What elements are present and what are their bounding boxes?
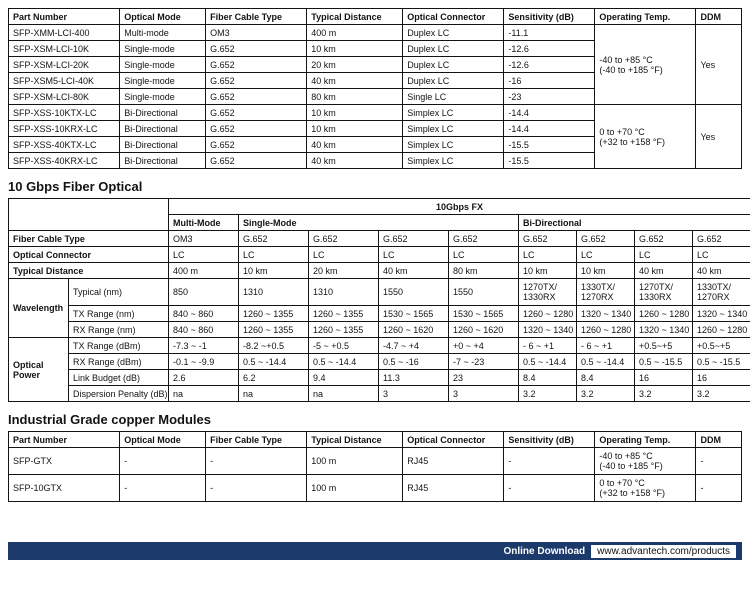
- temp-cell: 0 to +70 °C (+32 to +158 °F): [595, 105, 696, 169]
- wl-typ-row: Wavelength Typical (nm) 8501310131015501…: [9, 279, 750, 306]
- footer-label: Online Download: [503, 546, 585, 557]
- col-part: Part Number: [9, 9, 120, 25]
- sfp-table: Part Number Optical Mode Fiber Cable Typ…: [8, 8, 742, 169]
- op-rx-row: RX Range (dBm) -0.1 ~ -9.90.5 ~ -14.40.5…: [9, 354, 750, 370]
- op-tx-row: Optical Power TX Range (dBm) -7.3 ~ -1-8…: [9, 338, 750, 354]
- footer-url: www.advantech.com/products: [591, 545, 736, 558]
- col-temp: Operating Temp.: [595, 9, 696, 25]
- wl-tx-row: TX Range (nm) 840 ~ 8601260 ~ 13551260 ~…: [9, 306, 750, 322]
- wl-rx-row: RX Range (nm) 840 ~ 8601260 ~ 13551260 ~…: [9, 322, 750, 338]
- table-row: SFP-10GTX--100 mRJ45-0 to +70 °C (+32 to…: [9, 475, 742, 502]
- conn-row: Optical Connector LCLCLCLCLCLCLCLCLC: [9, 247, 750, 263]
- table-row: SFP-GTX--100 mRJ45--40 to +85 °C (-40 to…: [9, 448, 742, 475]
- table-row: SFP-XSS-10KTX-LCBi-DirectionalG.65210 km…: [9, 105, 742, 121]
- wavelength-label: Wavelength: [9, 279, 69, 338]
- fiber-row: Fiber Cable Type OM3G.652G.652G.652G.652…: [9, 231, 750, 247]
- col-dist: Typical Distance: [307, 9, 403, 25]
- dist-row: Typical Distance 400 m10 km20 km40 km80 …: [9, 263, 750, 279]
- optical-power-label: Optical Power: [9, 338, 69, 402]
- ddm-cell: Yes: [696, 105, 742, 169]
- col-fiber: Fiber Cable Type: [206, 9, 307, 25]
- col-ddm: DDM: [696, 9, 742, 25]
- mode-bidir: Bi-Directional: [519, 215, 750, 231]
- top-header: 10Gbps FX: [169, 199, 750, 215]
- footer-bar: Online Download www.advantech.com/produc…: [8, 542, 742, 560]
- col-conn: Optical Connector: [403, 9, 504, 25]
- temp-cell: -40 to +85 °C (-40 to +185 °F): [595, 25, 696, 105]
- mode-single: Single-Mode: [239, 215, 519, 231]
- section-copper-title: Industrial Grade copper Modules: [8, 412, 742, 427]
- op-lb-row: Link Budget (dB) 2.66.29.411.3238.48.416…: [9, 370, 750, 386]
- tengig-table: 10Gbps FX Multi-Mode Single-Mode Bi-Dire…: [8, 198, 750, 402]
- mode-multi: Multi-Mode: [169, 215, 239, 231]
- table-row: SFP-XMM-LCI-400Multi-modeOM3400 mDuplex …: [9, 25, 742, 41]
- ddm-cell: Yes: [696, 25, 742, 105]
- op-dp-row: Dispersion Penalty (dB) nanana333.23.23.…: [9, 386, 750, 402]
- blank-cell: [9, 199, 169, 231]
- col-mode: Optical Mode: [120, 9, 206, 25]
- copper-table: Part Number Optical Mode Fiber Cable Typ…: [8, 431, 742, 502]
- section-10g-title: 10 Gbps Fiber Optical: [8, 179, 742, 194]
- col-sens: Sensitivity (dB): [504, 9, 595, 25]
